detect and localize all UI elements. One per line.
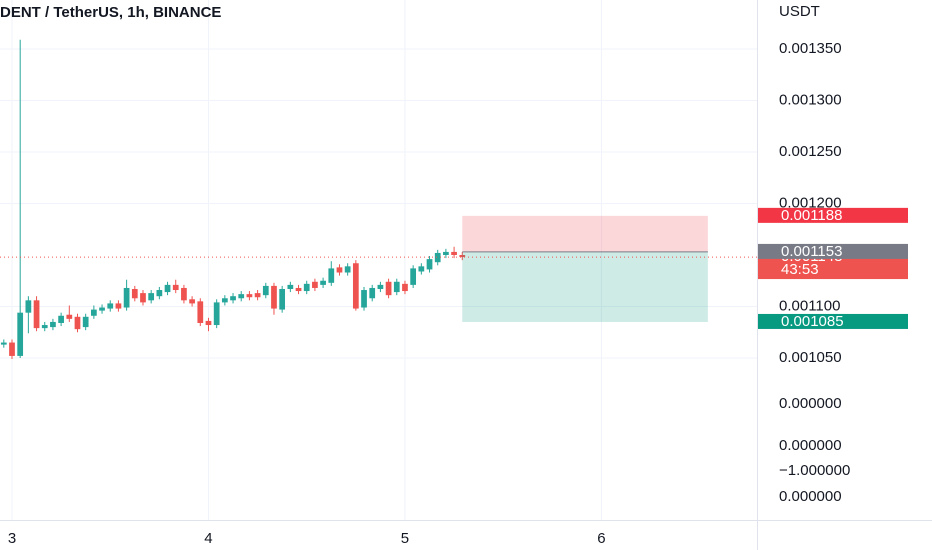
candle-body	[361, 290, 367, 308]
chart-title: DENT / TetherUS, 1h, BINANCE	[0, 4, 221, 21]
candle-body	[262, 285, 269, 296]
candle-body	[418, 266, 425, 272]
candle-body	[99, 307, 105, 311]
x-tick-label: 4	[204, 530, 212, 547]
candle-body	[107, 303, 114, 309]
candle-body	[336, 267, 343, 273]
candle-body	[328, 268, 335, 283]
x-tick-label: 5	[401, 530, 409, 547]
candle-body	[181, 287, 187, 301]
candle-body	[369, 287, 376, 299]
candle-body	[164, 284, 171, 293]
candle-body	[148, 293, 155, 301]
candle-body	[451, 251, 457, 256]
candle-body	[459, 255, 466, 258]
price-tag-label: 0.001188	[781, 207, 842, 224]
candle-body	[74, 316, 81, 330]
candle-body	[443, 251, 449, 256]
candle-body	[287, 284, 294, 289]
y-extra-label: −1.000000	[779, 462, 850, 479]
candle-body	[426, 259, 433, 270]
candle-body	[140, 293, 146, 303]
candle-body	[434, 252, 441, 263]
candle-body	[123, 287, 130, 308]
y-axis-label: USDT	[779, 3, 820, 20]
candle-body	[58, 315, 64, 323]
candle-body	[410, 268, 417, 285]
candle-body	[156, 290, 163, 297]
candle-body	[90, 309, 97, 316]
candle-body	[230, 296, 236, 301]
y-tick-label: 0.001250	[779, 143, 842, 160]
candle-body	[295, 287, 302, 292]
candle-body	[205, 320, 212, 326]
price-tag-label: 0.001085	[781, 313, 844, 330]
target-zone	[462, 251, 708, 322]
candle-body	[377, 284, 384, 289]
candle-body	[213, 302, 220, 326]
candle-body	[320, 280, 326, 285]
x-tick-label: 3	[8, 530, 16, 547]
y-tick-label: 0.001300	[779, 91, 842, 108]
candle-body	[303, 283, 310, 292]
candle-body	[66, 314, 73, 319]
price-tag	[758, 243, 908, 259]
candles	[0, 39, 466, 360]
candle-body	[385, 281, 392, 296]
candle-body	[197, 301, 204, 323]
candle-body	[131, 288, 138, 299]
candle-body	[221, 298, 228, 303]
candle-body	[25, 300, 32, 313]
candle-body	[115, 303, 122, 309]
candle-body	[17, 312, 24, 356]
candle-body	[82, 316, 89, 328]
candle-body	[344, 266, 351, 273]
candle-body	[393, 281, 400, 293]
countdown: 43:53	[781, 261, 819, 278]
candle-body	[41, 325, 48, 329]
price-tag-label: 0.001153	[781, 243, 842, 260]
y-extra-label: 0.000000	[779, 395, 842, 412]
y-extra-label: 0.000000	[779, 488, 842, 505]
stop-zone	[462, 215, 708, 252]
y-tick-label: 0.001350	[779, 40, 842, 57]
price-tag	[758, 313, 908, 329]
candle-body	[33, 300, 40, 329]
candle-body	[352, 263, 359, 309]
candle-body	[0, 342, 7, 345]
candle-body	[189, 299, 195, 304]
candle-body	[279, 288, 286, 310]
y-tick-label: 0.001100	[779, 297, 840, 314]
y-tick-label: 0.001050	[779, 349, 842, 366]
candle-body	[312, 281, 318, 288]
candle-body	[254, 293, 261, 298]
y-extra-label: 0.000000	[779, 437, 842, 454]
candle-body	[402, 283, 408, 292]
price-tag	[758, 207, 908, 223]
candle-body	[50, 321, 56, 328]
candle-body	[271, 285, 277, 309]
candle-body	[172, 284, 179, 291]
x-tick-label: 6	[597, 530, 605, 547]
candle-body	[246, 294, 253, 298]
candle-body	[238, 294, 245, 299]
candle-body	[9, 342, 15, 356]
y-tick-label: 0.001200	[779, 194, 842, 211]
